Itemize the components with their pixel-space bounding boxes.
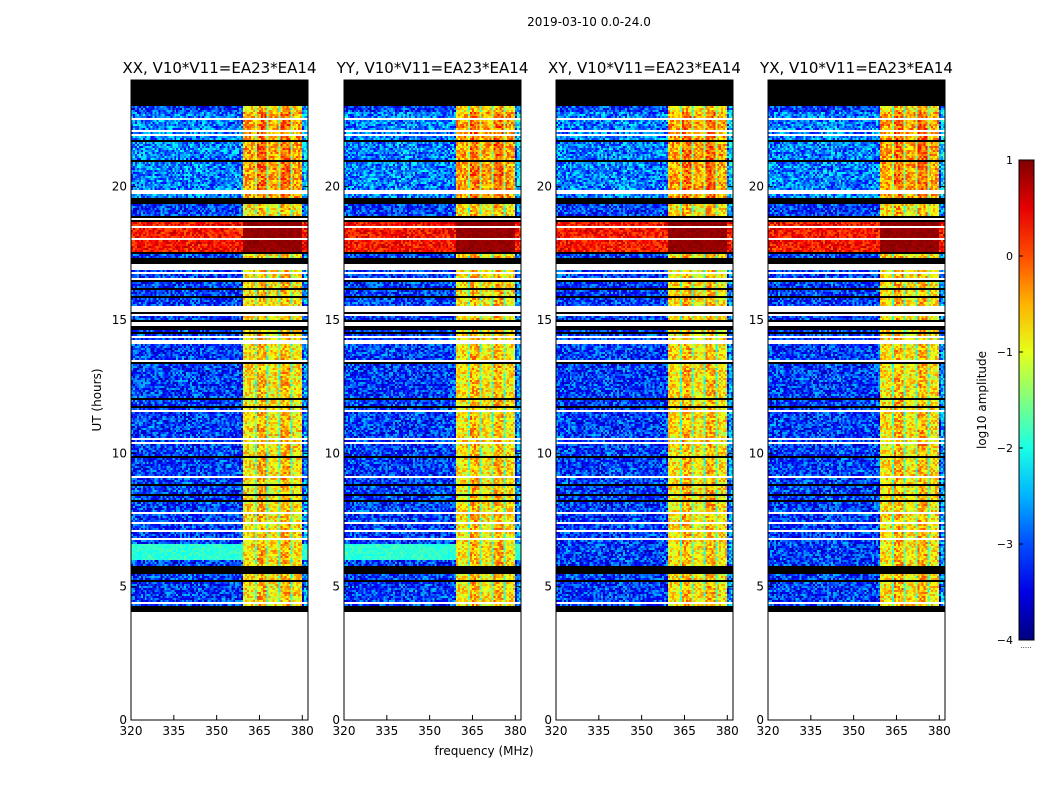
heatmap-image [344,80,521,720]
colorbar: 1 0 −1 −2 −3 −4 log10 amplitude..... [975,154,1035,650]
x-tick-label: 365 [673,724,696,738]
y-tick-label: 15 [112,313,127,327]
colorbar-tick-label: 0 [1006,250,1013,263]
panel-title: YY, V10*V11=EA23*EA14 [336,59,529,77]
y-tick-label: 0 [332,713,340,727]
y-axis-label: UT (hours) [90,368,104,431]
colorbar-gradient [1018,159,1035,641]
colorbar-tick-label: −2 [997,442,1013,455]
x-tick-label: 350 [205,724,228,738]
panel-title: XY, V10*V11=EA23*EA14 [548,59,741,77]
x-tick-label: 365 [461,724,484,738]
x-tick-label: 350 [842,724,865,738]
y-tick-label: 0 [544,713,552,727]
panel-1: XX, V10*V11=EA23*EA14 320 335 350 365 380 0 5 10… [112,59,317,738]
plot-frame [555,79,734,721]
y-tick-label: 0 [756,713,764,727]
panel-3: XY, V10*V11=EA23*EA14 320 335 350 365 380 0 5 10… [537,59,741,738]
colorbar-tick-label: −1 [997,346,1013,359]
panel-title: YX, V10*V11=EA23*EA14 [759,59,953,77]
x-axis-label: frequency (MHz) [434,744,533,758]
x-tick-label: 365 [248,724,271,738]
x-tick-label: 320 [545,724,568,738]
heatmap-image [556,80,733,720]
y-tick-label: 15 [537,313,552,327]
y-tick-label: 5 [544,580,552,594]
colorbar-tick-label: −4 [997,634,1013,647]
plot-frame [343,79,522,721]
y-tick-label: 20 [112,180,127,194]
x-tick-label: 380 [504,724,527,738]
x-tick-label: 380 [291,724,314,738]
y-tick-label: 10 [749,446,764,460]
figure-title: 2019-03-10 0.0-24.0 [527,15,651,29]
colorbar-tick-label: 1 [1006,154,1013,167]
x-tick-label: 380 [716,724,739,738]
colorbar-label: log10 amplitude [975,351,989,449]
y-tick-label: 5 [756,580,764,594]
y-tick-label: 0 [119,713,127,727]
y-tick-label: 20 [749,180,764,194]
x-tick-label: 335 [375,724,398,738]
x-tick-label: 335 [587,724,610,738]
panel-4: YX, V10*V11=EA23*EA14 320 335 350 365 380 0 5 10… [749,59,953,738]
y-tick-label: 5 [332,580,340,594]
panel-2: YY, V10*V11=EA23*EA14 320 335 350 365 380 0 5 10… [325,59,529,738]
y-tick-label: 10 [537,446,552,460]
y-tick-label: 10 [325,446,340,460]
colorbar-extra: ..... [1020,642,1031,650]
y-tick-label: 15 [749,313,764,327]
x-tick-label: 350 [418,724,441,738]
x-tick-label: 365 [885,724,908,738]
x-tick-label: 320 [120,724,143,738]
x-tick-label: 335 [799,724,822,738]
x-tick-label: 350 [630,724,653,738]
x-tick-label: 320 [333,724,356,738]
y-tick-label: 15 [325,313,340,327]
y-tick-label: 20 [537,180,552,194]
y-tick-label: 20 [325,180,340,194]
y-tick-label: 5 [119,580,127,594]
panel-title: XX, V10*V11=EA23*EA14 [122,59,316,77]
y-tick-label: 10 [112,446,127,460]
x-tick-label: 320 [757,724,780,738]
plot-frame [130,79,309,721]
plot-frame [767,79,946,721]
panels-group: XX, V10*V11=EA23*EA14 320 335 350 365 380 0 5 10… [112,59,953,738]
heatmap-image [768,80,945,720]
heatmap-image [131,80,308,720]
x-tick-label: 335 [162,724,185,738]
colorbar-tick-label: −3 [997,538,1013,551]
x-tick-label: 380 [928,724,951,738]
